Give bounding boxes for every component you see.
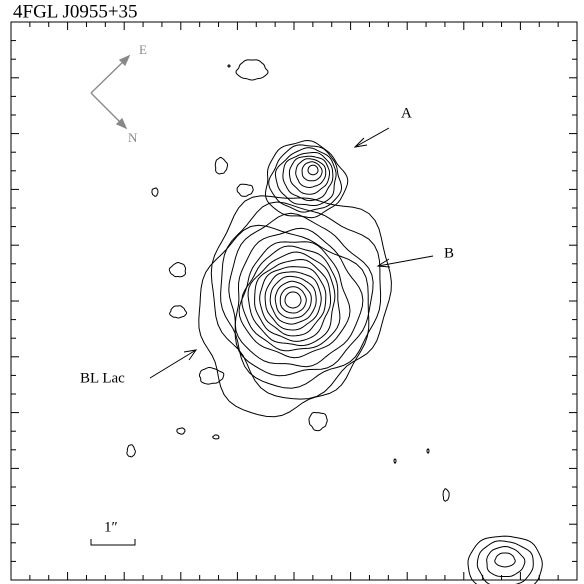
label-b: B: [444, 245, 454, 261]
contour: [239, 242, 350, 358]
contour: [228, 65, 230, 67]
compass: [91, 56, 129, 128]
contour: [211, 196, 391, 399]
contour: [309, 413, 327, 431]
contour: [427, 449, 429, 453]
contour: [199, 368, 223, 385]
contour: [215, 157, 227, 174]
contour: [394, 459, 396, 463]
frame: [11, 22, 577, 580]
contour: [302, 162, 322, 181]
contour: [169, 263, 185, 277]
contour: [265, 272, 321, 330]
contours: [127, 60, 542, 584]
contour: [127, 445, 135, 457]
contour: [495, 553, 515, 567]
contour: [443, 489, 449, 502]
scale-bar: [91, 539, 135, 545]
contour: [308, 165, 318, 175]
contour: [236, 60, 268, 80]
contour: [170, 306, 187, 318]
scale-bar-label: 1″: [104, 519, 118, 535]
contour: [296, 159, 326, 188]
compass-north: N: [128, 130, 138, 145]
compass-east: E: [139, 42, 147, 57]
ticks: [11, 22, 577, 580]
contour-figure: 4FGL J0955+35 E N A B BL Lac 1″: [0, 0, 584, 584]
label-a: A: [401, 105, 412, 121]
contour: [152, 188, 158, 196]
contour: [237, 184, 253, 196]
title: 4FGL J0955+35: [13, 1, 138, 22]
contour: [280, 287, 306, 313]
label-bl-lac: BL Lac: [80, 370, 125, 386]
contour: [487, 547, 525, 577]
contour: [248, 252, 335, 346]
contour: [177, 428, 185, 434]
contour: [213, 435, 219, 439]
contour: [270, 276, 316, 324]
contour: [285, 292, 301, 308]
